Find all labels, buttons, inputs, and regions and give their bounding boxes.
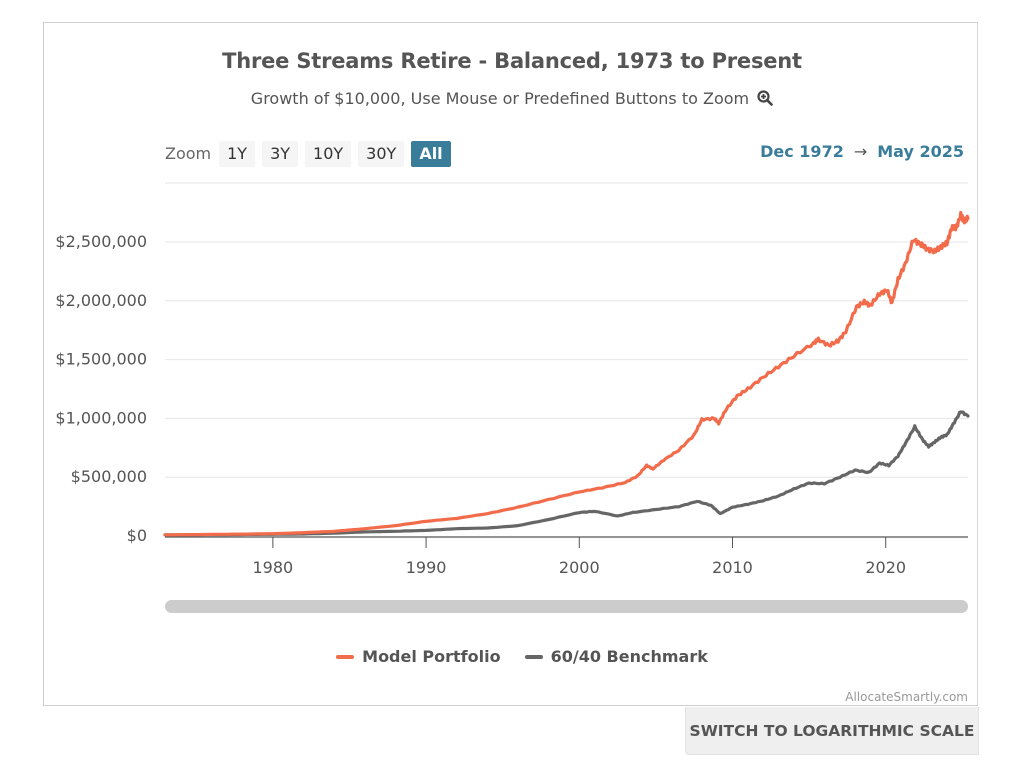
x-tick-label: 2020 [865,558,906,577]
model-swatch-icon [336,654,355,659]
x-tick-label: 2010 [712,558,753,577]
credit-text[interactable]: AllocateSmartly.com [845,690,968,704]
benchmark-swatch-icon [524,654,543,659]
zoom-label: Zoom [165,144,212,163]
series-lines [163,210,970,537]
series-line-model-portfolio[interactable] [163,210,970,537]
series-line-benchmark[interactable] [163,410,970,537]
range-to[interactable]: May 2025 [877,142,964,161]
legend-label-model: Model Portfolio [362,647,501,666]
x-tick-label: 1990 [406,558,447,577]
subtitle-text: Growth of $10,000, Use Mouse or Predefin… [250,89,750,108]
x-tick-label: 2000 [559,558,600,577]
grid-lines [165,182,968,478]
legend-item-model[interactable]: Model Portfolio [336,647,501,666]
y-tick-label: $1,500,000 [55,350,147,369]
chart-subtitle: Growth of $10,000, Use Mouse or Predefin… [0,89,1024,110]
y-tick-label: $2,000,000 [55,291,147,310]
zoom-10y-button[interactable]: 10Y [305,140,352,167]
legend-item-benchmark[interactable]: 60/40 Benchmark [524,647,708,666]
legend-label-benchmark: 60/40 Benchmark [550,647,708,666]
zoom-1y-button[interactable]: 1Y [219,140,256,167]
x-tick-label: 1980 [253,558,294,577]
legend: Model Portfolio 60/40 Benchmark [0,647,1024,666]
y-tick-label: $0 [127,526,147,545]
date-range: Dec 1972 → May 2025 [760,142,964,161]
zoom-controls: Zoom 1Y 3Y 10Y 30Y All [165,140,458,167]
y-tick-label: $2,500,000 [55,232,147,251]
switch-log-scale-button[interactable]: SWITCH TO LOGARITHMIC SCALE [685,707,979,755]
zoom-in-icon [757,89,774,110]
chart-title: Three Streams Retire - Balanced, 1973 to… [222,49,802,73]
range-from[interactable]: Dec 1972 [760,142,844,161]
y-tick-label: $1,000,000 [55,408,147,427]
range-arrow-icon: → [853,142,868,161]
zoom-30y-button[interactable]: 30Y [358,140,405,167]
y-axis-labels: $0 $500,000 $1,000,000 $1,500,000 $2,000,000… [55,232,147,545]
chart-card [43,22,978,706]
zoom-all-button[interactable]: All [411,140,451,167]
zoom-3y-button[interactable]: 3Y [262,140,299,167]
navigator-scrollbar[interactable] [165,600,968,613]
y-tick-label: $500,000 [71,467,147,486]
x-axis: 1980 1990 2000 2010 2020 [165,536,968,577]
